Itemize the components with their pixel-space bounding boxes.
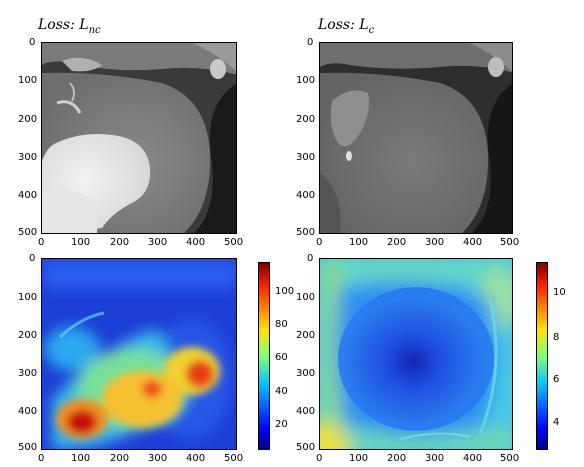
heatmap-bottom-left	[41, 258, 237, 450]
colorbar-left-tick: 60	[275, 352, 288, 363]
y-tick: 500	[296, 227, 316, 238]
x-tick: 500	[500, 237, 520, 248]
y-tick: 100	[296, 292, 316, 303]
y-tick: 0	[29, 253, 36, 264]
colorbar-left-tick: 20	[275, 419, 288, 430]
colorbar-right-tick: 6	[553, 374, 560, 385]
y-tick: 0	[307, 37, 314, 48]
x-tick: 200	[110, 453, 130, 464]
x-tick: 100	[71, 453, 91, 464]
colorbar-left-tick: 40	[275, 386, 288, 397]
colorbar-left-tick: 80	[275, 319, 288, 330]
x-tick: 200	[387, 453, 407, 464]
y-tick: 100	[18, 75, 38, 86]
x-tick: 400	[186, 453, 206, 464]
y-tick: 300	[296, 368, 316, 379]
x-tick: 0	[38, 453, 45, 464]
x-tick: 100	[349, 453, 369, 464]
y-tick: 200	[296, 114, 316, 125]
colorbar-right-tick: 10	[553, 287, 566, 298]
y-tick: 500	[18, 442, 38, 453]
colorbar-right-tick: 8	[553, 332, 560, 343]
x-tick: 300	[148, 237, 168, 248]
x-tick: 100	[349, 237, 369, 248]
y-tick: 500	[18, 227, 38, 238]
x-tick: 0	[38, 237, 45, 248]
y-tick: 200	[18, 330, 38, 341]
y-tick: 300	[18, 368, 38, 379]
y-tick: 100	[296, 75, 316, 86]
title-right-sub: c	[368, 24, 375, 36]
x-tick: 200	[387, 237, 407, 248]
colorbar-right	[536, 262, 548, 450]
x-tick: 400	[186, 237, 206, 248]
x-tick: 300	[425, 453, 445, 464]
x-tick: 300	[148, 453, 168, 464]
colorbar-left-tick: 100	[275, 286, 295, 297]
x-tick: 500	[224, 453, 244, 464]
colorbar-right-tick: 4	[553, 417, 560, 428]
ct-image-top-left	[41, 42, 237, 234]
y-tick: 200	[296, 330, 316, 341]
y-tick: 0	[29, 37, 36, 48]
heatmap-bottom-right	[319, 258, 513, 450]
y-tick: 400	[296, 406, 316, 417]
x-tick: 300	[425, 237, 445, 248]
title-left-prefix: Loss: L	[38, 17, 89, 33]
y-tick: 500	[296, 442, 316, 453]
x-tick: 200	[110, 237, 130, 248]
x-tick: 100	[71, 237, 91, 248]
x-tick: 0	[316, 237, 323, 248]
title-right-loss-lc: Loss: Lc	[318, 17, 374, 36]
y-tick: 100	[18, 292, 38, 303]
ct-image-top-right	[319, 42, 513, 234]
title-left-sub: nc	[88, 24, 101, 36]
title-right-prefix: Loss: L	[318, 17, 369, 33]
y-tick: 300	[18, 152, 38, 163]
y-tick: 400	[18, 190, 38, 201]
colorbar-left	[258, 262, 270, 450]
y-tick: 300	[296, 152, 316, 163]
x-tick: 500	[224, 237, 244, 248]
y-tick: 400	[18, 406, 38, 417]
y-tick: 0	[307, 253, 314, 264]
x-tick: 500	[500, 453, 520, 464]
x-tick: 0	[316, 453, 323, 464]
x-tick: 400	[463, 453, 483, 464]
y-tick: 200	[18, 114, 38, 125]
y-tick: 400	[296, 190, 316, 201]
title-left-loss-lnc: Loss: Lnc	[38, 17, 101, 36]
x-tick: 400	[463, 237, 483, 248]
